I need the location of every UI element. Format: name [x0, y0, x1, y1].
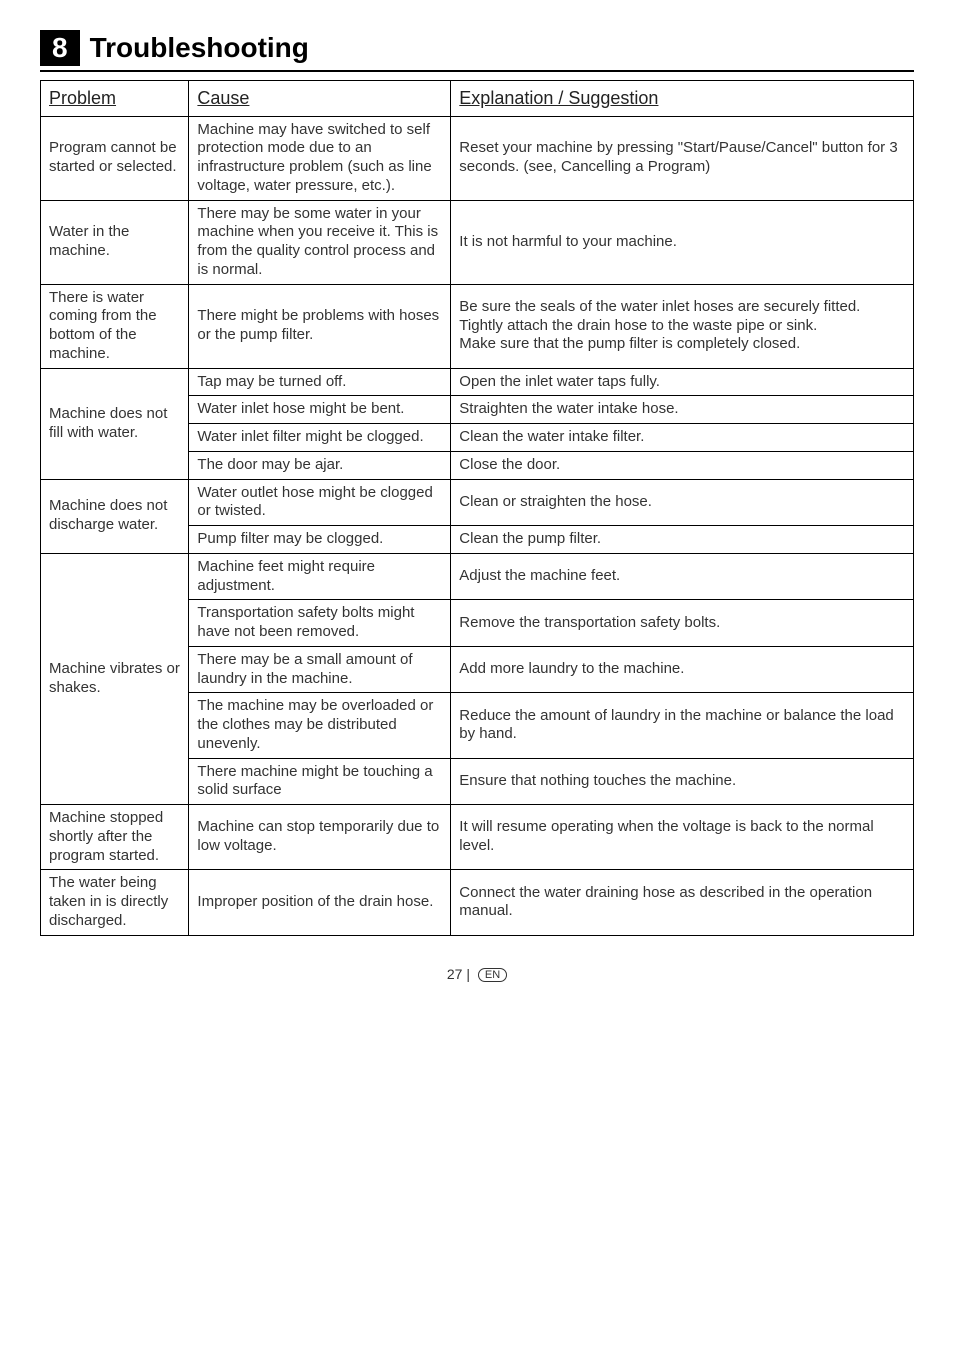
- cell-problem: The water being taken in is directly dis…: [41, 870, 189, 935]
- header-explanation: Explanation / Suggestion: [451, 81, 914, 117]
- header-cause: Cause: [189, 81, 451, 117]
- cell-problem: Machine does not fill with water.: [41, 368, 189, 479]
- cell-cause: Machine may have switched to self protec…: [189, 116, 451, 200]
- table-row: Program cannot be started or selected. M…: [41, 116, 914, 200]
- cell-cause: There might be problems with hoses or th…: [189, 284, 451, 368]
- cell-explanation: It will resume operating when the voltag…: [451, 805, 914, 870]
- cell-explanation: Clean the water intake filter.: [451, 424, 914, 452]
- cell-explanation: Connect the water draining hose as descr…: [451, 870, 914, 935]
- cell-problem: Water in the machine.: [41, 200, 189, 284]
- cell-explanation: Straighten the water intake hose.: [451, 396, 914, 424]
- cell-cause: Tap may be turned off.: [189, 368, 451, 396]
- cell-cause: Water outlet hose might be clogged or tw…: [189, 479, 451, 526]
- cell-cause: Transportation safety bolts might have n…: [189, 600, 451, 647]
- heading-title: Troubleshooting: [90, 32, 309, 64]
- cell-explanation: It is not harmful to your machine.: [451, 200, 914, 284]
- cell-explanation: Clean or straighten the hose.: [451, 479, 914, 526]
- cell-cause: There may be a small amount of laundry i…: [189, 646, 451, 693]
- cell-explanation: Add more laundry to the machine.: [451, 646, 914, 693]
- cell-explanation: Open the inlet water taps fully.: [451, 368, 914, 396]
- cell-cause: Machine can stop temporarily due to low …: [189, 805, 451, 870]
- cell-explanation: Remove the transportation safety bolts.: [451, 600, 914, 647]
- table-row: Machine does not fill with water. Tap ma…: [41, 368, 914, 396]
- language-badge: EN: [478, 968, 507, 982]
- header-problem: Problem: [41, 81, 189, 117]
- cell-cause: Water inlet filter might be clogged.: [189, 424, 451, 452]
- table-header-row: Problem Cause Explanation / Suggestion: [41, 81, 914, 117]
- cell-problem: There is water coming from the bottom of…: [41, 284, 189, 368]
- cell-explanation: Reset your machine by pressing "Start/Pa…: [451, 116, 914, 200]
- cell-cause: Water inlet hose might be bent.: [189, 396, 451, 424]
- table-row: There is water coming from the bottom of…: [41, 284, 914, 368]
- cell-explanation: Adjust the machine feet.: [451, 553, 914, 600]
- page-footer: 27 | EN: [40, 966, 914, 982]
- section-heading: 8 Troubleshooting: [40, 30, 914, 72]
- cell-problem: Machine stopped shortly after the progra…: [41, 805, 189, 870]
- cell-cause: There may be some water in your machine …: [189, 200, 451, 284]
- table-row: Machine stopped shortly after the progra…: [41, 805, 914, 870]
- cell-problem: Machine does not discharge water.: [41, 479, 189, 553]
- divider: |: [466, 966, 474, 982]
- cell-explanation: Reduce the amount of laundry in the mach…: [451, 693, 914, 758]
- cell-cause: Pump filter may be clogged.: [189, 526, 451, 554]
- cell-explanation: Close the door.: [451, 451, 914, 479]
- page-number: 27: [447, 966, 463, 982]
- cell-problem: Machine vibrates or shakes.: [41, 553, 189, 804]
- cell-problem: Program cannot be started or selected.: [41, 116, 189, 200]
- cell-explanation: Clean the pump filter.: [451, 526, 914, 554]
- heading-number: 8: [40, 30, 80, 66]
- cell-cause: The door may be ajar.: [189, 451, 451, 479]
- cell-explanation: Be sure the seals of the water inlet hos…: [451, 284, 914, 368]
- cell-cause: Machine feet might require adjustment.: [189, 553, 451, 600]
- cell-cause: The machine may be overloaded or the clo…: [189, 693, 451, 758]
- cell-cause: There machine might be touching a solid …: [189, 758, 451, 805]
- cell-explanation: Ensure that nothing touches the machine.: [451, 758, 914, 805]
- cell-cause: Improper position of the drain hose.: [189, 870, 451, 935]
- troubleshooting-table: Problem Cause Explanation / Suggestion P…: [40, 80, 914, 936]
- table-row: Machine vibrates or shakes. Machine feet…: [41, 553, 914, 600]
- table-row: The water being taken in is directly dis…: [41, 870, 914, 935]
- table-row: Machine does not discharge water. Water …: [41, 479, 914, 526]
- table-row: Water in the machine. There may be some …: [41, 200, 914, 284]
